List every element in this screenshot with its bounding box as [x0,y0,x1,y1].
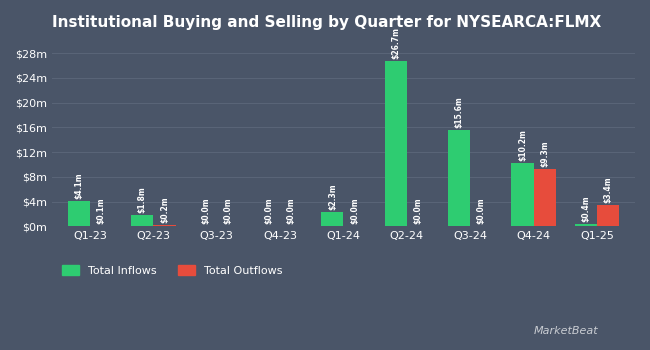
Bar [153,225,176,226]
Bar [512,163,534,226]
Text: $3.4m: $3.4m [604,177,612,203]
Bar [321,212,343,226]
Text: $0.0m: $0.0m [287,198,296,224]
Bar [448,130,470,226]
Text: Institutional Buying and Selling by Quarter for NYSEARCA:FLMX: Institutional Buying and Selling by Quar… [52,15,601,30]
Text: MarketBeat: MarketBeat [534,326,598,336]
Bar [131,215,153,226]
Text: $9.3m: $9.3m [540,140,549,167]
Bar [534,169,556,226]
Text: $0.4m: $0.4m [581,195,590,222]
Text: $0.0m: $0.0m [201,198,210,224]
Text: $10.2m: $10.2m [518,130,527,161]
Bar [575,224,597,226]
Bar [68,201,90,226]
Text: $0.0m: $0.0m [350,198,359,224]
Bar [385,61,407,226]
Text: $0.0m: $0.0m [265,198,274,224]
Bar [597,205,619,226]
Legend: Total Inflows, Total Outflows: Total Inflows, Total Outflows [58,260,287,280]
Text: $0.0m: $0.0m [413,198,423,224]
Text: $4.1m: $4.1m [74,173,83,199]
Text: $0.1m: $0.1m [97,197,105,224]
Text: $0.2m: $0.2m [160,197,169,223]
Text: $1.8m: $1.8m [138,187,147,214]
Text: $26.7m: $26.7m [391,27,400,60]
Text: $15.6m: $15.6m [454,96,463,128]
Text: $0.0m: $0.0m [224,198,232,224]
Text: $0.0m: $0.0m [477,198,486,224]
Text: $2.3m: $2.3m [328,184,337,210]
